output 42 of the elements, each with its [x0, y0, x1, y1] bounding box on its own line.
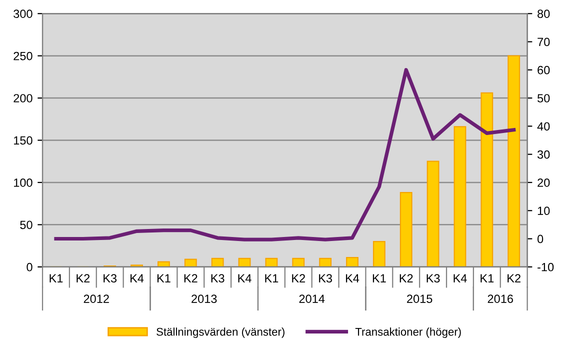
y2-tick-label: 40: [537, 122, 550, 131]
y2-tick-label: -10: [538, 262, 554, 272]
y2-tick-label: 60: [538, 66, 550, 74]
x-tick-label: K4: [346, 274, 360, 282]
x-tick-label: K4: [454, 274, 467, 282]
y-tick-label: 0: [26, 262, 32, 272]
y-tick-label: 250: [14, 52, 32, 60]
x-tick-label: K3: [211, 274, 224, 283]
y-tick-label: 50: [20, 220, 32, 230]
x-tick-label: K3: [319, 274, 332, 283]
x-tick-label: K1: [372, 274, 386, 282]
text: 2014: [299, 294, 325, 303]
x-tick-label: K1: [480, 274, 494, 282]
y2-tick-label: 30: [537, 150, 550, 159]
x-tick-label: K1: [50, 274, 63, 282]
y2-tick-label: 0: [537, 234, 544, 244]
y-tick-label: 200: [14, 94, 32, 102]
y2-tick-label: 10: [538, 206, 550, 216]
x-tick-label: K4: [238, 274, 252, 282]
text: 2012: [84, 294, 109, 303]
legend-label: Transaktioner (höger): [355, 328, 461, 338]
x-tick-label: K1: [265, 274, 278, 282]
text: 2013: [192, 294, 217, 303]
y2-tick-label: 70: [538, 38, 550, 46]
y-tick-label: 100: [14, 178, 32, 187]
y-tick-label: 300: [14, 10, 32, 18]
y-tick-label: 150: [14, 136, 32, 145]
legend-label: Ställningsvärden (vänster): [156, 328, 284, 338]
x-tick-label: K3: [104, 274, 117, 283]
y2-tick-label: 50: [538, 94, 550, 102]
text: 2016: [488, 294, 513, 303]
x-tick-label: K2: [292, 274, 306, 282]
x-tick-label: K2: [184, 274, 198, 282]
x-tick-label: K2: [508, 274, 520, 282]
y2-tick-label: 80: [538, 10, 550, 18]
x-tick-label: K3: [426, 274, 440, 283]
y2-tick-label: 20: [538, 178, 550, 187]
x-tick-label: K2: [76, 274, 90, 282]
x-tick-label: K1: [157, 274, 170, 282]
text: 2015: [407, 294, 432, 303]
x-tick-label: K4: [130, 274, 144, 282]
x-tick-label: K2: [400, 274, 413, 282]
